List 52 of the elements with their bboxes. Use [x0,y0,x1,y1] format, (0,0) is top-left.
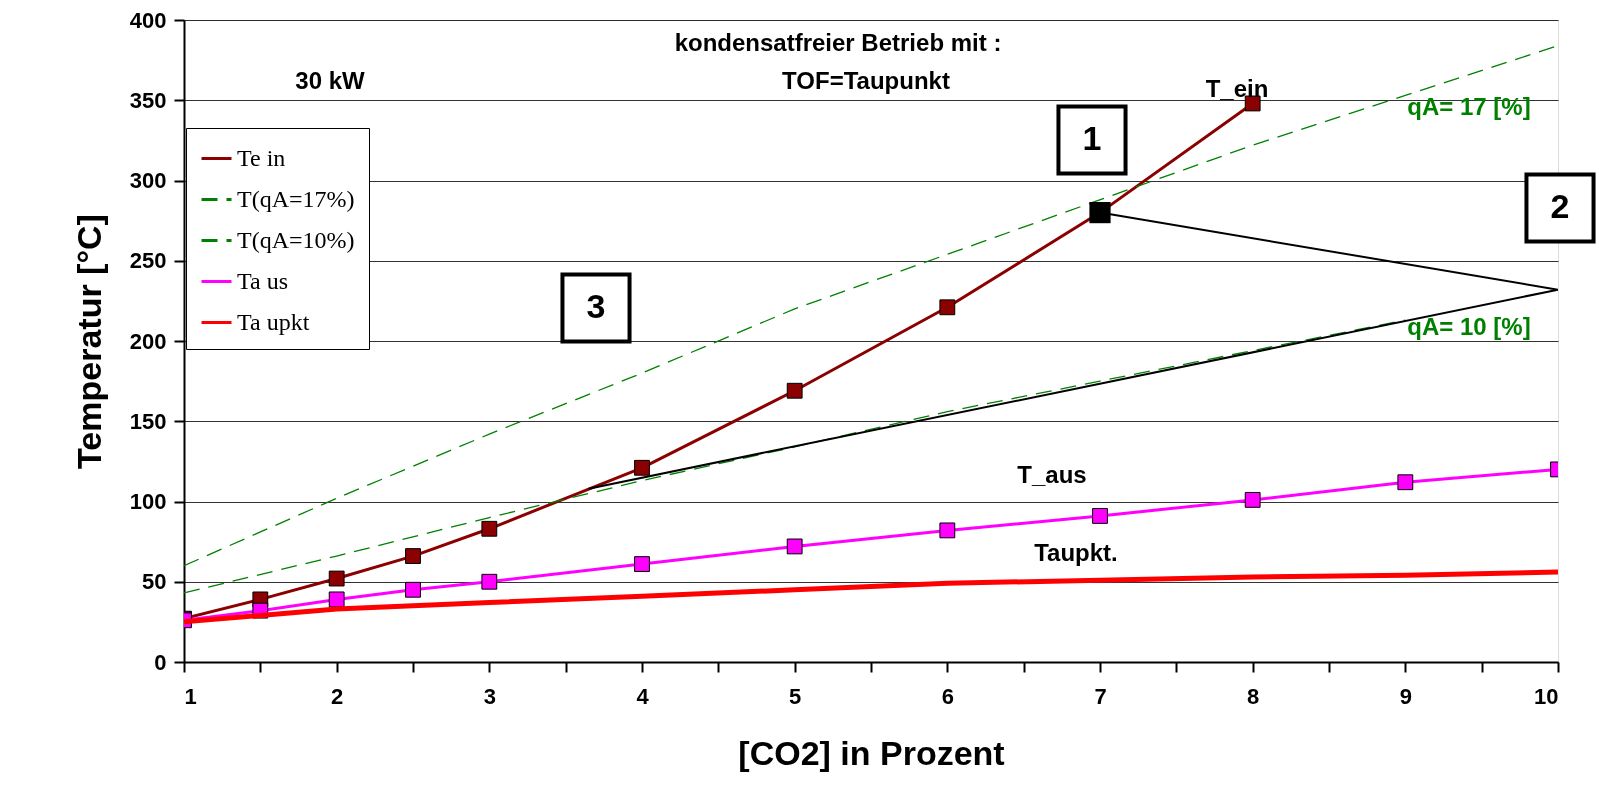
point [1397,474,1414,491]
point [634,556,650,573]
annotation: Taupkt. [1034,539,1118,566]
annotation: 3 [586,287,606,325]
point [405,548,421,564]
y-tick-label: 400 [129,7,167,33]
annotation: qA= 17 [%] [1407,93,1531,120]
annotation: 1 [1082,119,1102,157]
y-axis-title: Temperatur [°C] [69,214,108,469]
x-tick-label: 1 [184,683,197,709]
y-tick-label: 150 [129,408,167,434]
point [1092,508,1108,524]
x-tick-label: 7 [1094,683,1107,709]
point [786,382,803,399]
x-tick-label: 4 [636,683,650,709]
point [786,538,803,555]
annotation: TOF=Taupunkt [782,67,950,94]
x-tick-label: 9 [1399,683,1412,709]
point [481,573,498,590]
y-tick-label: 200 [129,328,167,354]
y-tick-label: 50 [142,569,167,595]
point [405,581,421,598]
y-tick-label: 350 [129,87,167,113]
annotation: 2 [1550,187,1570,225]
legend-label: Te in [237,144,286,171]
point [634,459,650,476]
point [481,520,498,537]
x-tick-label: 8 [1247,683,1260,709]
point [328,570,345,587]
legend-label: Ta upkt [237,308,310,335]
legend-label: Ta us [237,267,288,294]
legend-label: T(qA=10%) [237,226,355,253]
annotation: qA= 10 [%] [1407,313,1531,340]
x-tick-label: 6 [941,683,954,709]
legend-label: T(qA=17%) [237,185,355,212]
x-tick-label: 3 [483,683,496,709]
y-tick-label: 0 [154,649,167,675]
point [939,522,956,539]
point [1244,491,1261,508]
point [328,591,345,608]
annotation: kondensatfreier Betrieb mit : [674,29,1002,56]
y-tick-label: 300 [129,168,167,193]
x-tick-label: 5 [789,683,802,709]
y-tick-label: 100 [129,489,167,514]
annotation: 30 kW [295,67,366,94]
annotation: T_aus [1017,461,1087,488]
annotation: T_ein [1205,75,1269,102]
x-tick-label: 10 [1534,683,1559,709]
y-tick-label: 250 [129,248,167,274]
x-axis-title: [CO2] in Prozent [738,733,1005,772]
x-tick-label: 2 [331,683,344,709]
point [939,299,956,316]
